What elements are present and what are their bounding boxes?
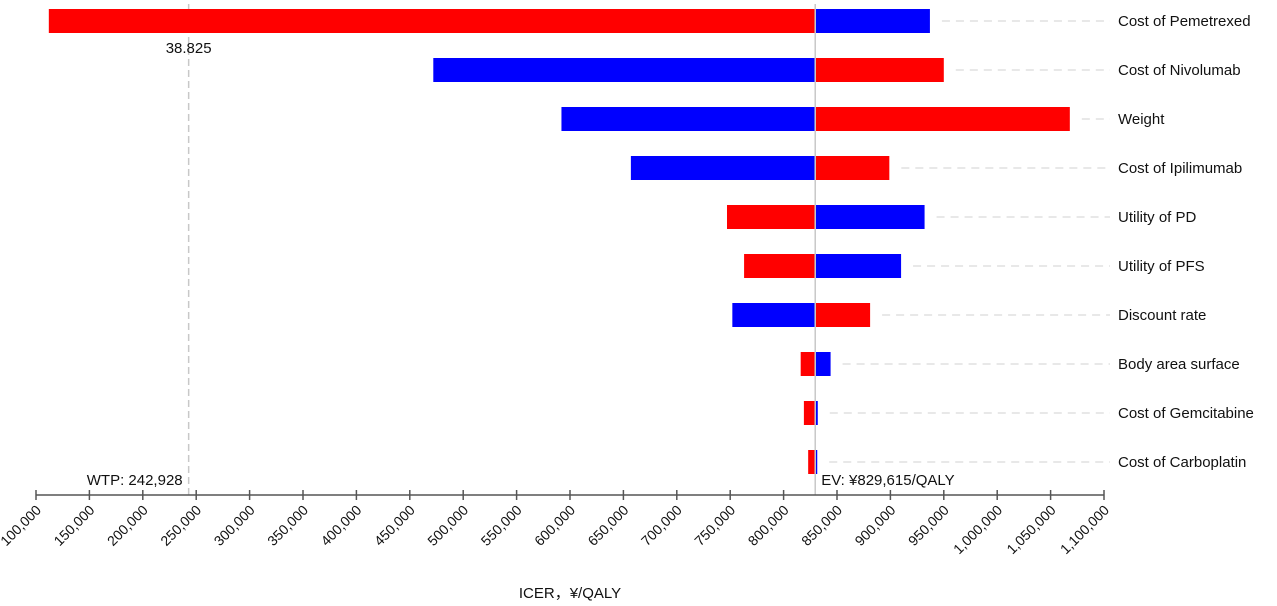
category-label: Cost of Gemcitabine (1118, 405, 1254, 422)
x-tick-label: 400,000 (317, 502, 364, 549)
x-tick-label: 100,000 (0, 502, 44, 549)
category-label: Utility of PD (1118, 209, 1197, 226)
x-tick-label: 800,000 (745, 502, 792, 549)
bar-right-segment (815, 9, 930, 33)
x-tick-label: 1,000,000 (950, 502, 1006, 558)
bar-left-segment (561, 107, 816, 131)
bar-left-segment (732, 303, 816, 327)
x-tick-label: 1,100,000 (1057, 502, 1113, 558)
category-label: Weight (1118, 111, 1165, 128)
x-tick-label: 200,000 (104, 502, 151, 549)
x-tick-label: 600,000 (531, 502, 578, 549)
category-label: Cost of Ipilimumab (1118, 160, 1242, 177)
category-label: Cost of Nivolumab (1118, 62, 1241, 79)
x-tick-label: 950,000 (905, 502, 952, 549)
category-label: Utility of PFS (1118, 258, 1205, 275)
x-tick-label: 500,000 (424, 502, 471, 549)
x-tick-label: 650,000 (584, 502, 631, 549)
x-axis: 100,000 150,000 200,000 250,000 300,000 350,0… (0, 490, 1112, 557)
bar-right-segment (815, 352, 831, 376)
x-axis-title: ICER，¥/QALY (519, 585, 621, 602)
bar-left-segment (808, 450, 816, 474)
category-label: Cost of Pemetrexed (1118, 13, 1251, 30)
x-tick-label: 1,050,000 (1003, 502, 1059, 558)
guide-lines (187, 4, 1110, 495)
bar-left-segment (800, 352, 816, 376)
ev-label: EV: ¥829,615/QALY (821, 472, 954, 489)
bar-right-segment (815, 254, 902, 278)
bar-right-segment (815, 107, 1070, 131)
bar-right-segment (815, 303, 871, 327)
wtp-top-label: 38.825 (166, 40, 212, 57)
category-label: Body area surface (1118, 356, 1240, 373)
x-tick-label: 900,000 (851, 502, 898, 549)
x-tick-label: 450,000 (371, 502, 418, 549)
bar-left-segment (433, 58, 816, 82)
category-label: Cost of Carboplatin (1118, 454, 1246, 471)
x-tick-label: 750,000 (691, 502, 738, 549)
bar-right-segment (815, 156, 890, 180)
bars-group (48, 4, 1070, 495)
bar-left-segment (744, 254, 816, 278)
bar-left-segment (48, 9, 816, 33)
x-tick-label: 350,000 (264, 502, 311, 549)
bar-left-segment (630, 156, 816, 180)
x-tick-label: 250,000 (157, 502, 204, 549)
x-tick-label: 700,000 (638, 502, 685, 549)
x-tick-label: 550,000 (478, 502, 525, 549)
wtp-label: WTP: 242,928 (87, 472, 183, 489)
x-tick-label: 850,000 (798, 502, 845, 549)
bar-right-segment (815, 205, 925, 229)
category-label: Discount rate (1118, 307, 1206, 324)
bar-right-segment (815, 58, 944, 82)
category-labels: Cost of Pemetrexed Cost of Nivolumab Weigh… (1118, 13, 1254, 471)
bar-right-segment (815, 401, 818, 425)
x-tick-label: 150,000 (50, 502, 97, 549)
bar-right-segment (815, 450, 818, 474)
x-tick-label: 300,000 (211, 502, 258, 549)
bar-left-segment (726, 205, 816, 229)
bar-left-segment (803, 401, 816, 425)
